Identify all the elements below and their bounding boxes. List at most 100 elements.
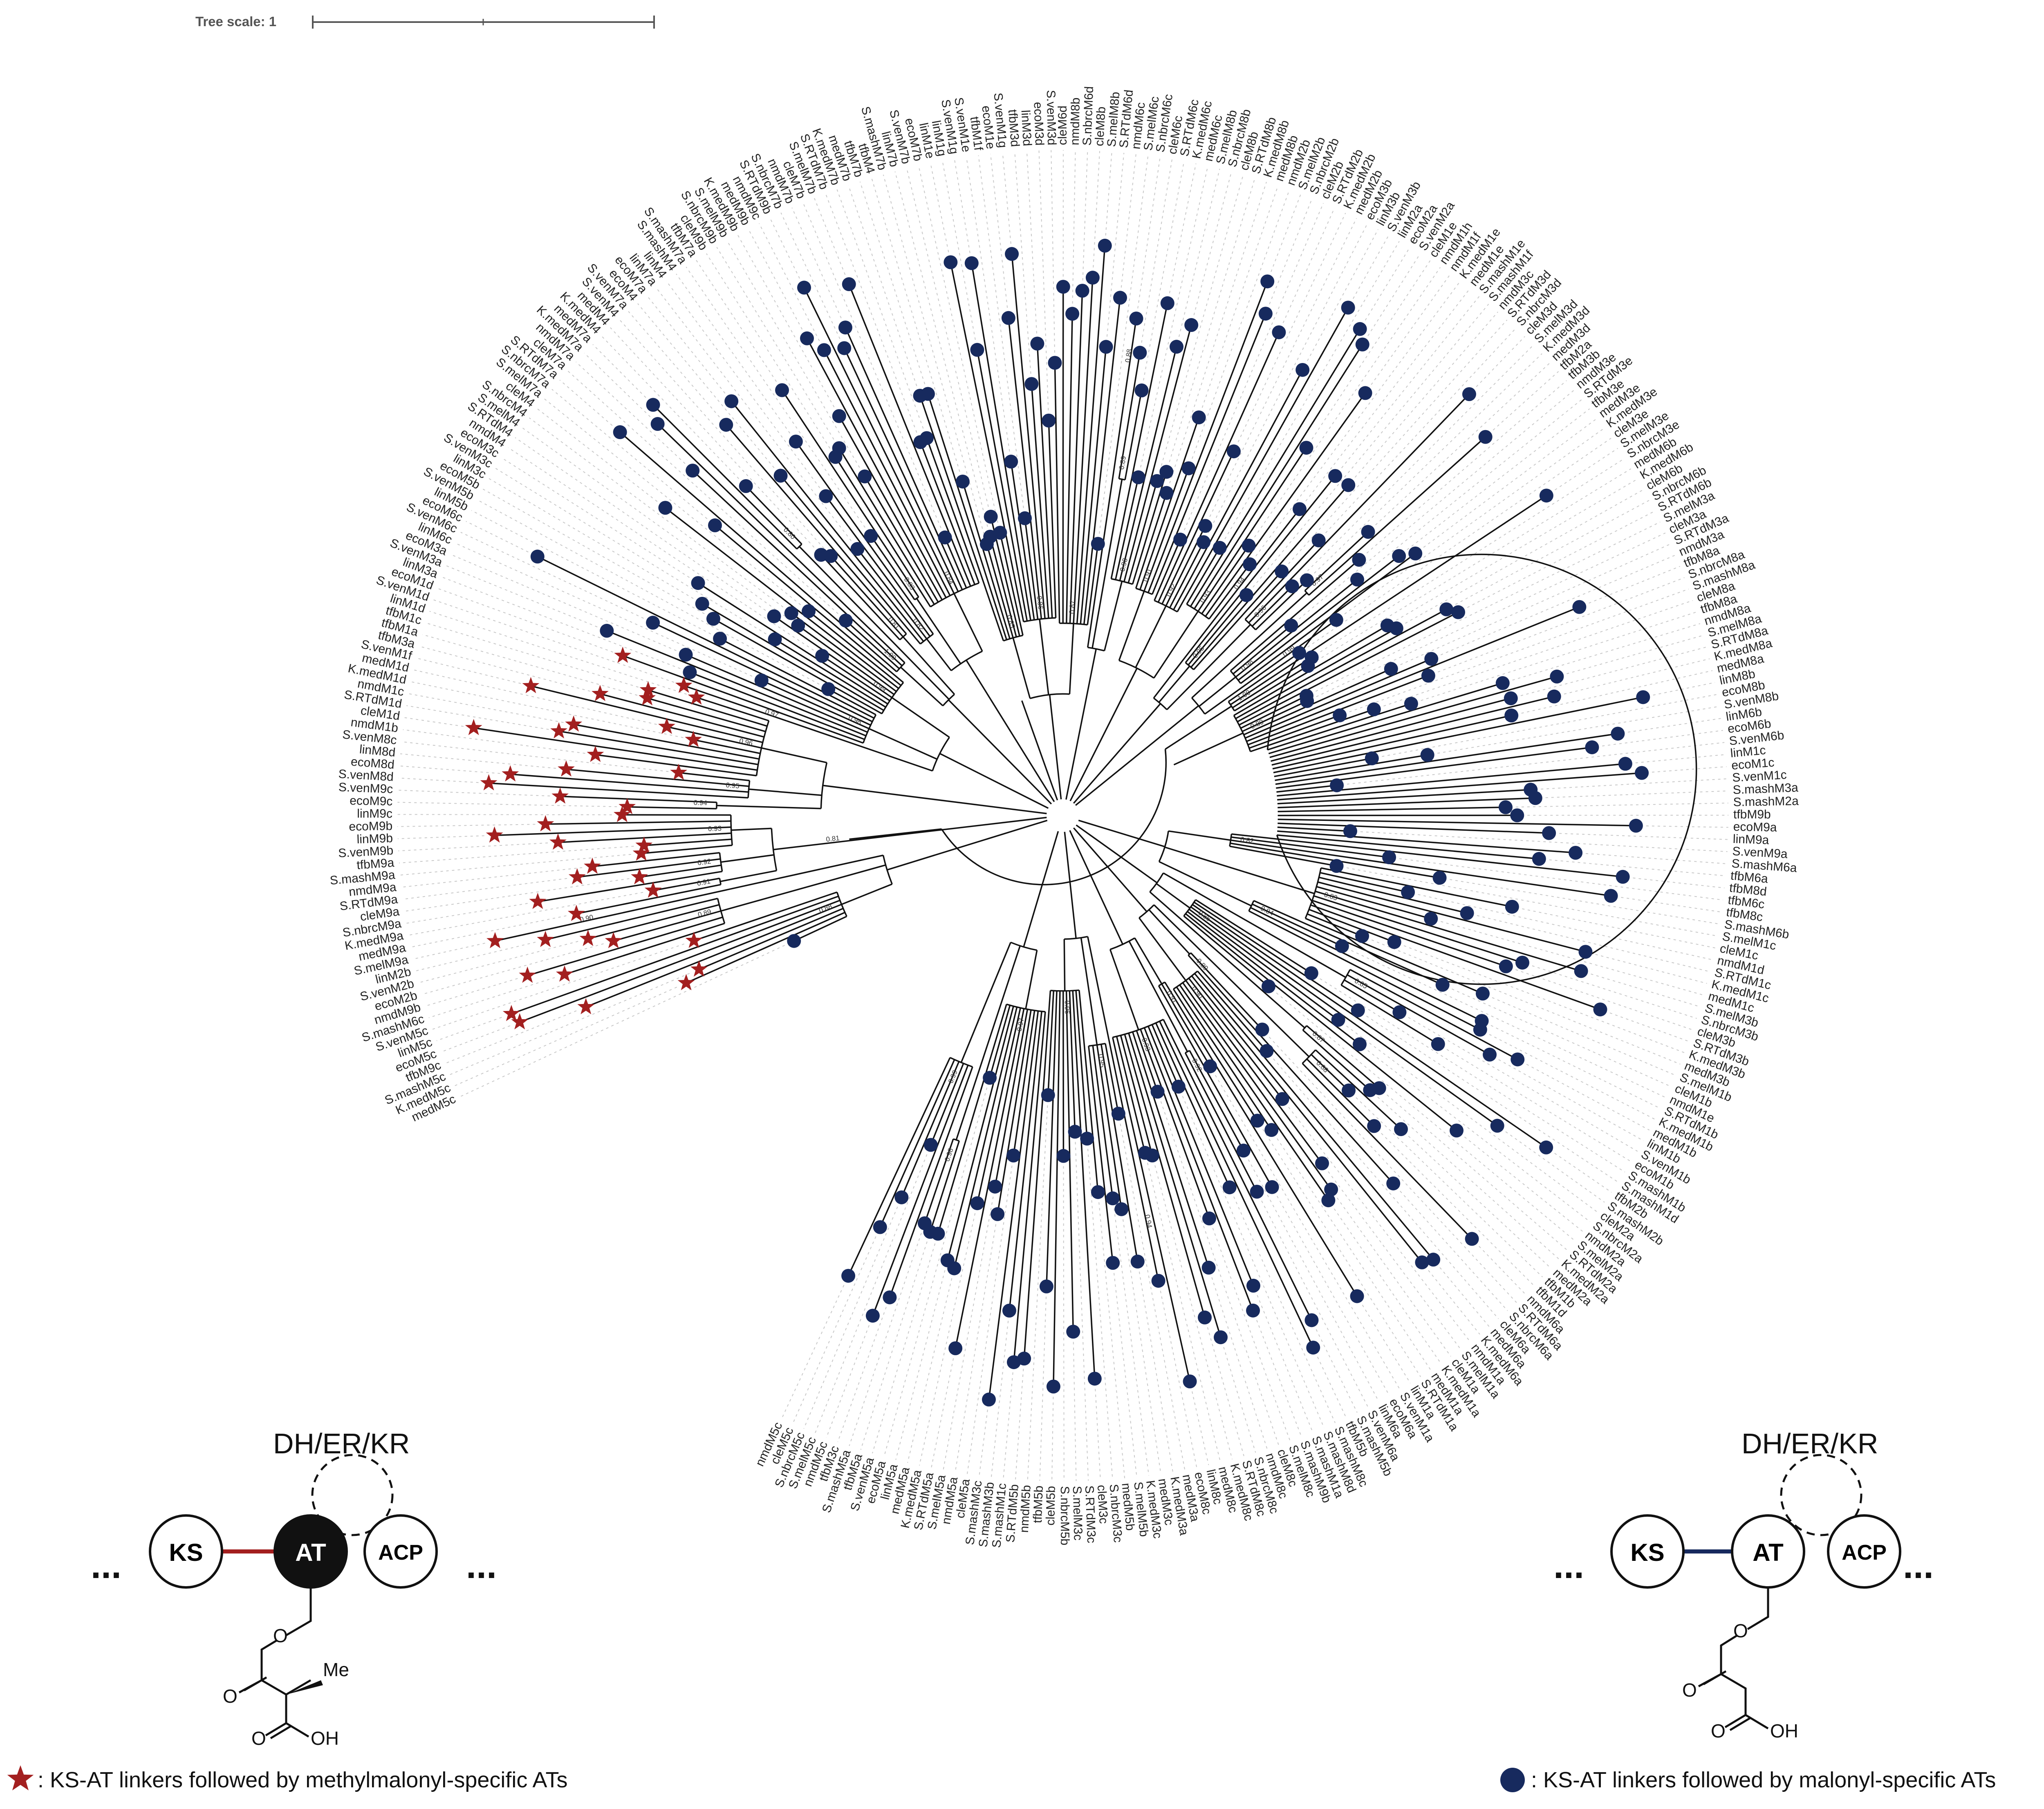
malonyl-circle-marker [1246,1278,1260,1293]
support-value: 0.91 [1142,567,1154,583]
malonyl-circle-marker [1203,1059,1217,1074]
tree-branches [473,245,1697,1400]
malonyl-circle-marker [1505,899,1519,914]
methylmalonyl-star-marker [519,966,536,983]
methylmalonyl-star-marker [550,722,567,739]
malonyl-circle-marker [1404,697,1418,711]
malonyl-circle-marker [754,673,769,688]
malonyl-circle-marker [1099,340,1113,354]
leaf-label: linM1c [1730,744,1766,760]
acp-label-right: ACP [1842,1541,1887,1565]
malonyl-circle-marker [739,479,753,493]
methylmalonyl-star-marker [556,965,573,982]
malonyl-circle-marker [1258,307,1273,321]
malonyl-circle-marker [1006,1148,1021,1163]
leaf-label: S.venM9b [338,844,394,860]
leaf-label: linM8d [359,743,396,760]
malonyl-circle-marker [1574,964,1588,978]
malonyl-circle-marker [1504,691,1518,706]
malonyl-circle-marker [1636,690,1650,704]
malonyl-circle-marker [1331,1013,1345,1027]
malonyl-circle-marker [1134,383,1149,398]
leaf-label: nmdM8b [1068,97,1083,145]
malonyl-circle-marker [1321,1193,1336,1208]
malonyl-circle-marker [530,549,545,564]
malonyl-circle-marker [1392,549,1406,563]
malonyl-circle-marker [1593,1002,1607,1017]
ellipsis-left-start: ... [91,1545,121,1586]
methylmalonyl-star-marker [537,815,554,832]
malonyl-circle-marker [1424,912,1438,926]
malonyl-circle-marker [1106,1256,1120,1270]
leaf-label: S.venM9c [338,780,393,796]
leaf-markers [465,238,1650,1407]
methylmalonyl-star-marker [480,774,498,791]
leaf-label: S.venM9a [1732,845,1788,861]
methylmalonyl-star-marker [587,746,604,762]
malonyl-circle-marker [1352,553,1366,567]
malonyl-circle-marker [1386,1176,1401,1190]
leaf-label: ecoM1c [1731,756,1775,773]
malonyl-circle-marker [1114,1202,1129,1216]
support-value: 0.80 [782,526,797,541]
malonyl-circle-marker [819,489,833,503]
malonyl-circle-marker [947,1261,961,1275]
malonyl-circle-marker [1380,619,1394,633]
leaf-label: nmdM5b [1018,1485,1033,1533]
methylmalonyl-star-marker [529,892,547,909]
dh-er-kr-label-left: DH/ER/KR [273,1428,410,1459]
methylmalonyl-star-marker [486,826,503,843]
malonyl-circle-marker [1042,413,1056,428]
legend-star-text: : KS-AT linkers followed by methylmalony… [38,1768,567,1792]
dashed-guide-lines [397,150,1729,1481]
malonyl-circle-marker [1329,859,1344,873]
malonyl-circle-marker [767,609,781,623]
methylmalonyl-star-marker [685,932,703,948]
malonyl-circle-marker [1239,588,1253,602]
malonyl-circle-marker [683,665,697,679]
malonyl-circle-marker [1367,702,1381,717]
malonyl-circle-marker [1292,502,1307,516]
support-value: 0.94 [693,799,707,807]
malonyl-circle-marker [1311,533,1326,547]
malonyl-circle-marker [613,425,627,439]
leaf-label: S.venM8d [338,767,394,784]
malonyl-circle-marker [713,632,727,646]
malonyl-circle-marker [1542,826,1556,840]
methylmalonyl-star-marker [670,764,687,780]
malonyl-circle-marker [1130,1254,1145,1269]
leaf-label: ecoM9b [349,819,392,834]
malonyl-circle-marker [1300,573,1314,587]
malonyl-circle-marker [1315,1156,1329,1170]
malonyl-circle-marker [1532,852,1546,866]
malonyl-circle-marker [1335,939,1349,953]
malonyl-circle-marker [1272,325,1286,339]
malonyl-circle-marker [646,398,660,412]
malonyl-circle-marker [1511,1052,1525,1067]
malonyl-circle-marker [1039,1279,1053,1293]
malonyl-circle-marker [1085,271,1100,285]
malonyl-circle-marker [1350,1289,1364,1303]
malonyl-circle-marker [1181,461,1196,475]
malonyl-circle-marker [1604,889,1618,903]
malonyl-circle-marker [1524,782,1538,797]
methylmalonyl-star-marker [613,806,631,822]
acp-domain-right [1827,1514,1901,1589]
leaf-label: ecoM9c [350,794,393,808]
malonyl-circle-marker [838,321,852,335]
malonyl-circle-marker [1150,1085,1165,1099]
malonyl-circle-marker [1367,1119,1381,1133]
leaf-label: S.RTdM3c [1083,1485,1098,1543]
malonyl-circle-marker [1451,605,1466,619]
malonyl-circle-marker [1341,300,1355,315]
malonyl-circle-marker [1292,646,1307,660]
legend-star-icon [7,1765,34,1791]
malonyl-circle-marker [1539,489,1553,503]
leaf-label: S.melM3c [1070,1486,1085,1540]
malonyl-circle-marker [1341,478,1356,492]
at-domain-right [1731,1514,1805,1589]
malonyl-circle-marker [883,1290,897,1305]
malonyl-circle-marker [708,518,722,533]
malonyl-circle-marker [1420,748,1434,762]
methylmalonyl-star-marker [631,868,648,885]
